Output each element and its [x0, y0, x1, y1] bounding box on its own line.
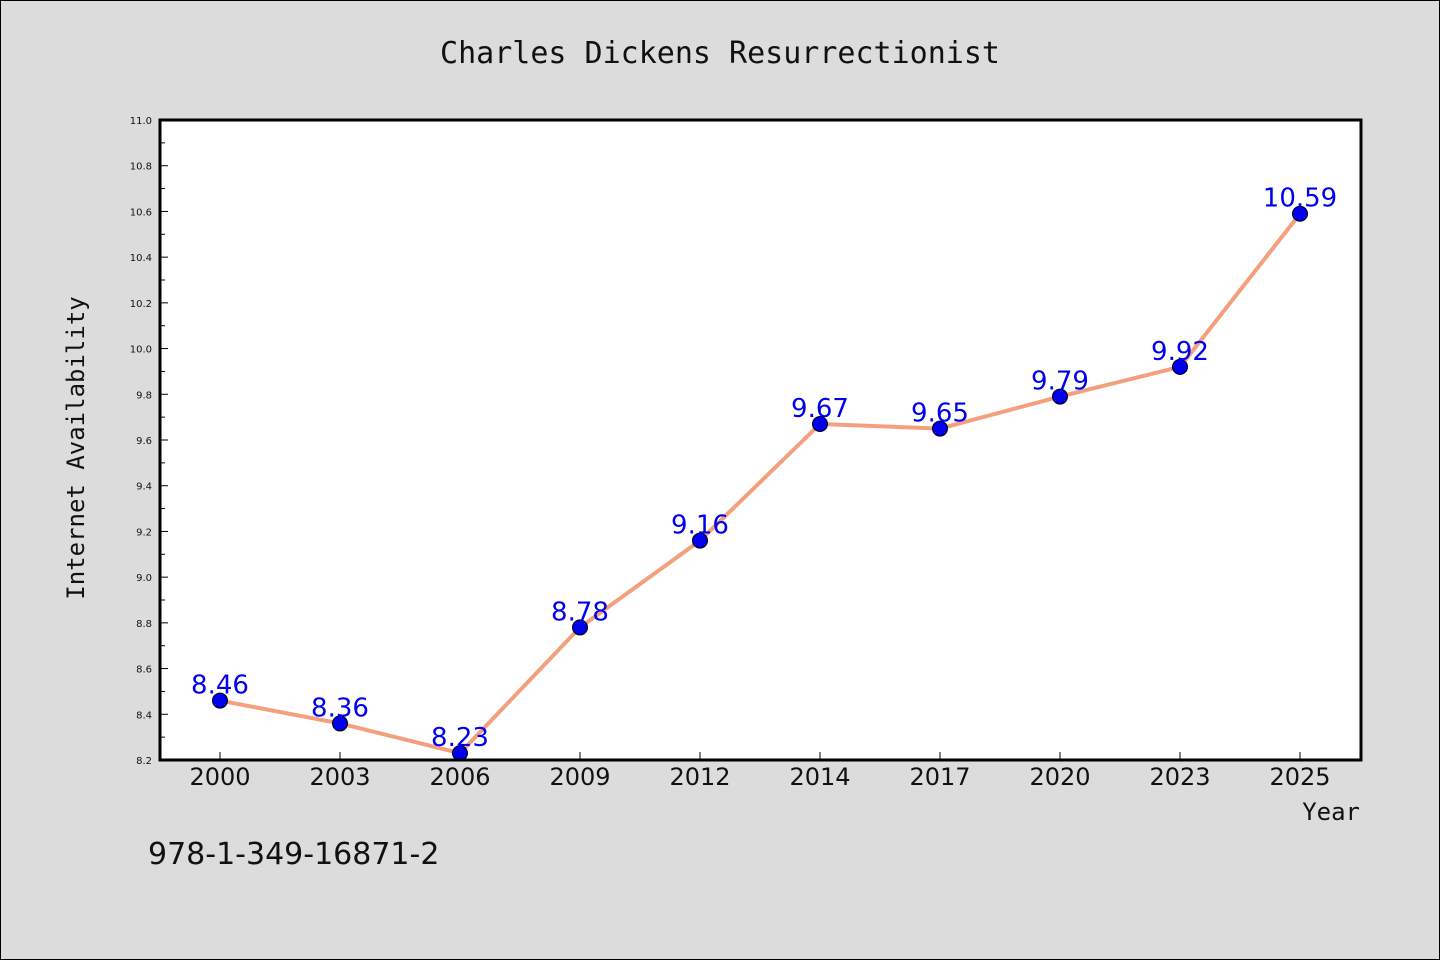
- x-tick-label: 2012: [669, 763, 730, 791]
- y-tick-label: 10.4: [130, 253, 152, 264]
- data-point: [932, 420, 948, 437]
- y-tick-label: 10.2: [130, 299, 152, 310]
- y-tick-label: 9.8: [136, 390, 152, 401]
- plot-border: [158, 118, 1363, 762]
- data-point: [212, 692, 228, 709]
- x-tick-label: 2014: [789, 763, 850, 791]
- y-tick-label: 8.2: [136, 756, 152, 767]
- data-label: 8.23: [431, 723, 489, 753]
- x-tick-label: 2009: [549, 763, 610, 791]
- data-label: 9.16: [671, 511, 729, 541]
- y-axis-title: Internet Availability: [62, 296, 90, 599]
- y-tick-label: 11.0: [130, 116, 152, 127]
- data-point: [1292, 205, 1308, 222]
- x-tick-label: 2003: [309, 763, 370, 791]
- x-tick-label: 2020: [1029, 763, 1090, 791]
- x-axis-title: Year: [1302, 798, 1360, 826]
- x-tick-label: 2006: [429, 763, 490, 791]
- x-tick-label: 2000: [189, 763, 250, 791]
- y-tick-label: 10.6: [130, 207, 152, 218]
- y-tick-label: 9.6: [136, 436, 152, 447]
- chart-title: Charles Dickens Resurrectionist: [440, 36, 1000, 71]
- series-layer: [212, 205, 1308, 762]
- data-label: 8.36: [311, 693, 369, 723]
- data-label: 9.65: [911, 399, 969, 429]
- data-label: 10.59: [1263, 184, 1337, 214]
- data-point: [692, 532, 708, 549]
- y-tick-label: 10.8: [130, 162, 152, 173]
- data-point: [1172, 358, 1188, 375]
- data-point: [812, 416, 828, 432]
- x-tick-label: 2017: [909, 763, 970, 791]
- x-axis: 2000 2003 2006 2009 2012 2014 2017 2020 2023 2025: [189, 752, 1331, 791]
- data-point: [1052, 388, 1068, 405]
- data-label-layer: 8.46 8.36 8.23 8.78 9.16 9.67 9.65 9.79 9.92 10.5…: [191, 184, 1337, 753]
- y-tick-label: 8.6: [136, 665, 152, 676]
- data-point: [332, 715, 348, 732]
- plot-area: [160, 120, 1361, 760]
- data-point: [572, 619, 588, 636]
- y-axis: 8.2 8.4 8.6 8.8 9.0 9.2 9.4 9.6 9.8 10.0 10.2 10.4 1…: [130, 116, 168, 767]
- x-tick-label: 2025: [1269, 763, 1330, 791]
- data-label: 9.92: [1151, 337, 1209, 367]
- y-tick-label: 9.4: [136, 482, 152, 493]
- data-label: 9.67: [791, 394, 849, 424]
- y-tick-label: 9.2: [136, 527, 152, 538]
- y-tick-label: 9.0: [136, 573, 152, 584]
- y-tick-label: 8.8: [136, 619, 152, 630]
- y-tick-label: 8.4: [136, 710, 152, 721]
- y-tick-label: 10.0: [130, 345, 152, 356]
- data-label: 8.78: [551, 597, 609, 627]
- data-label: 9.79: [1031, 367, 1089, 397]
- series-line: [219, 212, 1302, 756]
- data-label: 8.46: [191, 671, 249, 701]
- isbn-annotation: 978-1-349-16871-2: [148, 837, 439, 872]
- x-tick-label: 2023: [1149, 763, 1210, 791]
